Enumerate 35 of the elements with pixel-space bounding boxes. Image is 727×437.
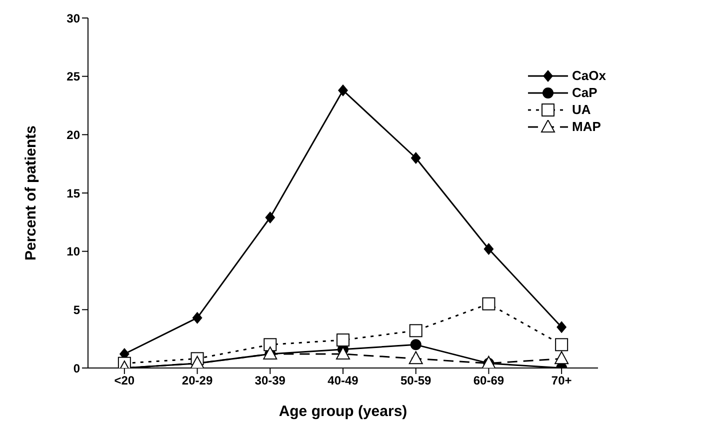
point [410,152,421,164]
y-tick-label: 15 [66,186,80,200]
x-tick-label: 60-69 [473,374,504,388]
point [555,338,568,352]
point [264,338,277,352]
x-tick-label: 30-39 [254,374,286,388]
y-tick-label: 20 [66,128,80,142]
point [410,339,422,350]
point [482,297,496,310]
y-tick-label: 0 [73,361,80,376]
legend-label: UA [572,102,591,117]
y-tick-label: 10 [66,244,80,259]
point [336,346,350,360]
y-tick-label: 30 [66,11,80,26]
x-tick-label: 70+ [551,374,572,388]
legend-label: CaP [572,85,598,100]
x-tick-label: 40-49 [328,374,359,388]
x-axis-title: Age group (years) [278,403,408,420]
point [338,84,348,96]
point [265,212,276,224]
y-tick-label: 5 [73,302,80,317]
y-tick-label: 25 [66,70,80,84]
point [556,321,567,334]
point [408,351,423,364]
legend-label: MAP [572,119,601,134]
x-tick-label: <20 [114,374,135,388]
point [336,334,350,346]
point [554,351,569,364]
point [484,243,494,255]
y-axis-title: Percent of patients [22,125,40,261]
x-tick-label: 20-29 [182,374,213,388]
point [192,312,202,324]
legend-label: CaOx [572,68,606,83]
point [409,324,422,338]
x-tick-label: 50-59 [400,374,432,388]
